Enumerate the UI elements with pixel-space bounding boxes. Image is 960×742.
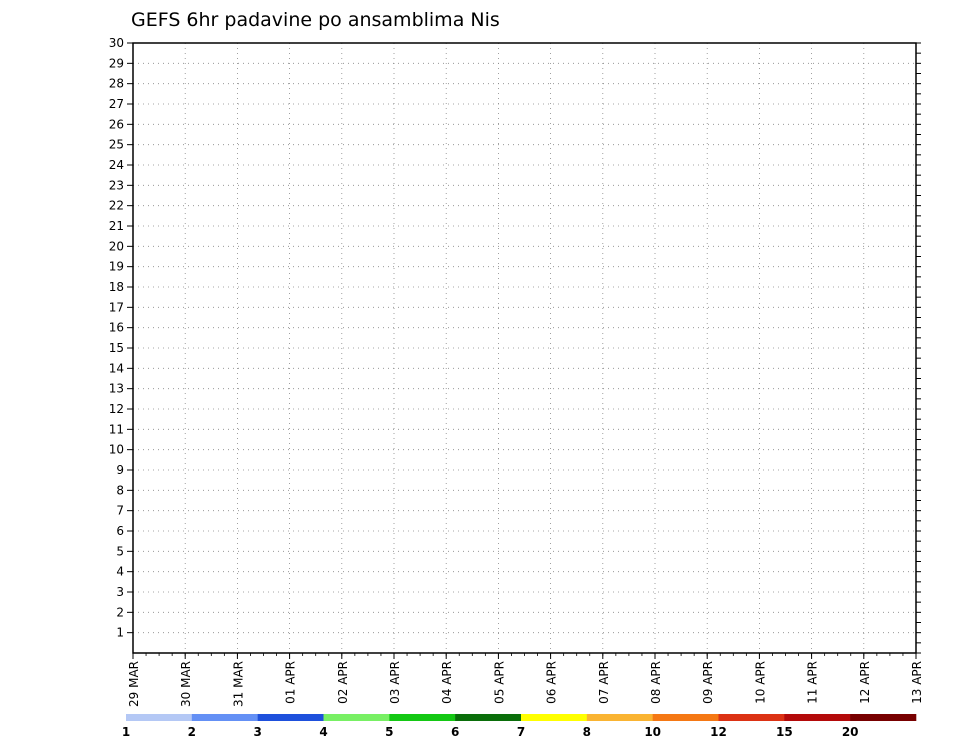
y-tick-label-10: 10: [109, 443, 124, 457]
y-tick-label-20: 20: [109, 239, 124, 253]
legend-label-8: 8: [583, 725, 591, 739]
y-tick-label-15: 15: [109, 341, 124, 355]
legend-label-5: 5: [385, 725, 393, 739]
y-tick-label-27: 27: [109, 97, 124, 111]
x-tick-label: 29 MAR: [127, 661, 141, 707]
x-tick-label: 06 APR: [545, 661, 559, 704]
legend-swatch-3: [257, 714, 324, 721]
y-tick-label-18: 18: [109, 280, 124, 294]
legend-swatch-2: [191, 714, 258, 721]
legend-swatch-20: [850, 714, 917, 721]
x-tick-label: 13 APR: [910, 661, 924, 704]
y-axis-ticks: 1234567891011121314151617181920212223242…: [109, 36, 921, 654]
y-tick-label-11: 11: [109, 422, 124, 436]
x-axis-ticks: 29 MAR 30 MAR 31 MAR 01 APR 02 APR 03 APR 04 A…: [127, 653, 924, 707]
y-tick-label-16: 16: [109, 321, 124, 335]
legend-label-3: 3: [253, 725, 261, 739]
y-tick-label-26: 26: [109, 117, 124, 131]
color-legend: 1 2 3 4 5 6 7 8 10 12 15 20: [122, 714, 917, 739]
legend-swatch-15: [784, 714, 851, 721]
x-tick-label: 04 APR: [440, 661, 454, 704]
x-tick-label: 01 APR: [284, 661, 298, 704]
y-tick-label-12: 12: [109, 402, 124, 416]
x-tick-label: 08 APR: [649, 661, 663, 704]
legend-swatch-8: [586, 714, 653, 721]
x-tick-label: 11 APR: [806, 661, 820, 704]
y-tick-label-17: 17: [109, 300, 124, 314]
x-tick-label: 31 MAR: [231, 661, 245, 707]
y-tick-label-6: 6: [116, 524, 124, 538]
x-tick-label: 09 APR: [701, 661, 715, 704]
legend-swatch-4: [323, 714, 390, 721]
y-tick-label-4: 4: [116, 565, 124, 579]
x-tick-label: 02 APR: [336, 661, 350, 704]
y-tick-label-5: 5: [116, 544, 124, 558]
y-tick-label-30: 30: [109, 36, 124, 50]
y-tick-label-7: 7: [116, 504, 124, 518]
y-tick-label-13: 13: [109, 382, 124, 396]
legend-label-2: 2: [188, 725, 196, 739]
legend-label-4: 4: [319, 725, 327, 739]
legend-label-20: 20: [842, 725, 859, 739]
y-tick-label-19: 19: [109, 260, 124, 274]
legend-swatch-5: [389, 714, 456, 721]
y-tick-label-8: 8: [116, 483, 124, 497]
y-tick-label-3: 3: [116, 585, 124, 599]
x-tick-label: 03 APR: [388, 661, 402, 704]
legend-swatch-12: [718, 714, 785, 721]
x-tick-label: 07 APR: [597, 661, 611, 704]
legend-swatch-10: [652, 714, 719, 721]
y-tick-label-1: 1: [116, 626, 124, 640]
y-tick-label-23: 23: [109, 178, 124, 192]
y-tick-label-25: 25: [109, 138, 124, 152]
y-tick-label-28: 28: [109, 77, 124, 91]
grid-lines: [133, 43, 916, 653]
legend-label-7: 7: [517, 725, 525, 739]
y-tick-label-9: 9: [116, 463, 124, 477]
legend-label-6: 6: [451, 725, 459, 739]
y-tick-label-24: 24: [109, 158, 124, 172]
y-tick-label-22: 22: [109, 199, 124, 213]
y-tick-label-2: 2: [116, 605, 124, 619]
legend-label-15: 15: [776, 725, 793, 739]
x-tick-label: 30 MAR: [179, 661, 193, 707]
legend-swatch-7: [521, 714, 588, 721]
y-tick-label-14: 14: [109, 361, 124, 375]
x-tick-label: 10 APR: [753, 661, 767, 704]
chart-title: GEFS 6hr padavine po ansamblima Nis: [131, 9, 500, 31]
legend-label-12: 12: [710, 725, 727, 739]
legend-swatch-6: [455, 714, 522, 721]
y-tick-label-29: 29: [109, 56, 124, 70]
legend-label-10: 10: [644, 725, 661, 739]
y-tick-label-21: 21: [109, 219, 124, 233]
x-tick-label: 05 APR: [492, 661, 506, 704]
x-tick-label: 12 APR: [858, 661, 872, 704]
legend-label-1: 1: [122, 725, 130, 739]
legend-swatch-1: [126, 714, 193, 721]
